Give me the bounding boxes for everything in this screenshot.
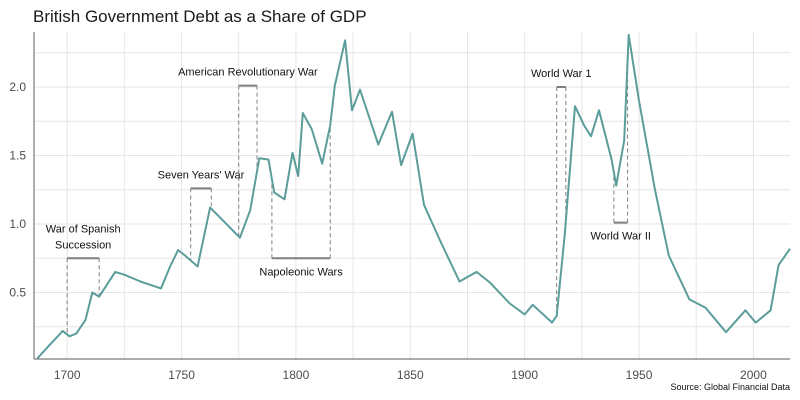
annotation-label: World War II — [590, 231, 651, 243]
annotation-label: American Revolutionary War — [178, 67, 318, 79]
x-tick-label: 1900 — [511, 368, 538, 382]
x-tick-label: 1750 — [168, 368, 195, 382]
tick-labels: 1700 1750 1800 1850 1900 1950 2000 0.5 1.0 1.5 2.0 — [9, 80, 767, 382]
y-tick-label: 1.5 — [9, 149, 26, 163]
annotation-label: World War 1 — [531, 68, 592, 80]
war-annotation: World War II — [590, 61, 651, 243]
x-tick-label: 2000 — [740, 368, 767, 382]
x-tick-label: 1950 — [626, 368, 653, 382]
war-annotation: War of Spanish Succession — [46, 223, 121, 335]
war-annotation: American Revolutionary War — [178, 67, 318, 237]
war-annotations: War of Spanish Succession Seven Years' War… — [46, 61, 651, 335]
annotation-label: Seven Years' War — [158, 169, 245, 181]
x-tick-label: 1700 — [54, 368, 81, 382]
x-tick-label: 1850 — [397, 368, 424, 382]
x-tick-label: 1800 — [283, 368, 310, 382]
y-tick-label: 2.0 — [9, 80, 26, 94]
war-annotation: World War 1 — [531, 68, 592, 316]
annotation-label: War of Spanish — [46, 223, 121, 235]
series-line-debt-to-gdp — [36, 33, 791, 359]
annotation-label: Succession — [55, 239, 111, 251]
chart-title: British Government Debt as a Share of GD… — [33, 7, 367, 26]
y-tick-label: 1.0 — [9, 217, 26, 231]
series-layer — [36, 33, 791, 359]
axes — [33, 32, 790, 360]
annotation-label: Napoleonic Wars — [259, 266, 343, 278]
gridlines — [34, 32, 790, 359]
war-annotation: Seven Years' War — [158, 169, 245, 261]
source-caption: Source: Global Financial Data — [670, 382, 790, 392]
y-tick-label: 0.5 — [9, 286, 26, 300]
war-annotation: Napoleonic Wars — [259, 125, 343, 278]
